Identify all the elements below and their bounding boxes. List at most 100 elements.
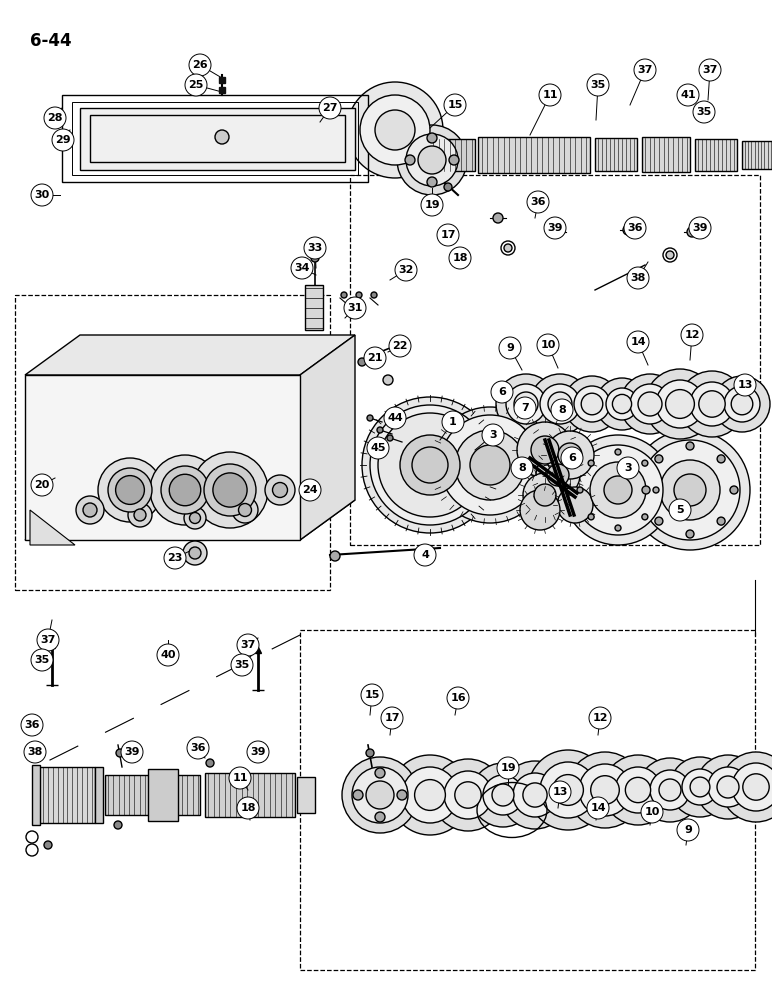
Circle shape xyxy=(641,801,663,823)
Circle shape xyxy=(670,757,730,817)
Circle shape xyxy=(656,380,704,428)
Circle shape xyxy=(625,777,651,803)
Circle shape xyxy=(660,460,720,520)
Circle shape xyxy=(421,194,443,216)
Bar xyxy=(32,765,40,825)
Circle shape xyxy=(630,384,670,424)
Circle shape xyxy=(390,755,470,835)
Circle shape xyxy=(734,374,756,396)
Circle shape xyxy=(642,514,648,520)
Text: 41: 41 xyxy=(680,90,696,100)
Circle shape xyxy=(674,474,706,506)
Bar xyxy=(350,175,760,545)
Circle shape xyxy=(603,755,673,825)
Text: 8: 8 xyxy=(518,463,526,473)
Circle shape xyxy=(449,155,459,165)
Bar xyxy=(642,137,690,172)
Circle shape xyxy=(440,415,540,515)
Circle shape xyxy=(83,503,97,517)
Circle shape xyxy=(239,504,252,516)
Text: 9: 9 xyxy=(506,343,514,353)
Circle shape xyxy=(714,376,770,432)
Bar xyxy=(148,769,178,821)
Circle shape xyxy=(128,503,152,527)
Circle shape xyxy=(44,107,66,129)
Circle shape xyxy=(121,741,143,763)
Circle shape xyxy=(367,415,373,421)
Polygon shape xyxy=(30,510,75,545)
Circle shape xyxy=(681,324,703,346)
Circle shape xyxy=(493,213,503,223)
Circle shape xyxy=(427,133,437,143)
Text: 7: 7 xyxy=(521,403,529,413)
Text: 37: 37 xyxy=(240,640,256,650)
Bar xyxy=(300,630,755,970)
Circle shape xyxy=(356,292,362,298)
Circle shape xyxy=(237,634,259,656)
Circle shape xyxy=(731,393,753,415)
Circle shape xyxy=(455,782,481,808)
Circle shape xyxy=(185,74,207,96)
Text: 15: 15 xyxy=(447,100,462,110)
Circle shape xyxy=(587,74,609,96)
Circle shape xyxy=(615,449,621,455)
Circle shape xyxy=(682,769,718,805)
Text: 19: 19 xyxy=(424,200,440,210)
Circle shape xyxy=(341,292,347,298)
Text: 11: 11 xyxy=(232,773,248,783)
Circle shape xyxy=(189,512,201,524)
Text: 29: 29 xyxy=(55,135,71,145)
Circle shape xyxy=(499,337,521,359)
Circle shape xyxy=(375,110,415,150)
Circle shape xyxy=(366,749,374,757)
Circle shape xyxy=(330,551,340,561)
Circle shape xyxy=(471,763,535,827)
Circle shape xyxy=(405,155,415,165)
Text: 12: 12 xyxy=(592,713,608,723)
Circle shape xyxy=(655,455,663,463)
Text: 39: 39 xyxy=(547,223,563,233)
Circle shape xyxy=(444,94,466,116)
Text: 12: 12 xyxy=(684,330,699,340)
Circle shape xyxy=(415,780,445,810)
Circle shape xyxy=(590,462,646,518)
Circle shape xyxy=(184,507,206,529)
Circle shape xyxy=(677,84,699,106)
Circle shape xyxy=(540,762,596,818)
Circle shape xyxy=(319,97,341,119)
Bar xyxy=(90,115,345,162)
Circle shape xyxy=(496,374,556,434)
Circle shape xyxy=(237,797,259,819)
Circle shape xyxy=(623,225,633,235)
Text: 14: 14 xyxy=(630,337,646,347)
Circle shape xyxy=(686,530,694,538)
Circle shape xyxy=(371,292,377,298)
Circle shape xyxy=(442,411,464,433)
Circle shape xyxy=(361,684,383,706)
Circle shape xyxy=(24,741,46,763)
Text: 3: 3 xyxy=(489,430,497,440)
Circle shape xyxy=(31,474,53,496)
Circle shape xyxy=(523,473,567,517)
Circle shape xyxy=(378,413,482,517)
Circle shape xyxy=(743,774,769,800)
Circle shape xyxy=(213,473,247,507)
Circle shape xyxy=(615,525,621,531)
Circle shape xyxy=(344,297,366,319)
Circle shape xyxy=(395,259,417,281)
Circle shape xyxy=(588,460,594,466)
Text: 45: 45 xyxy=(371,443,386,453)
Circle shape xyxy=(596,378,648,430)
Circle shape xyxy=(511,457,533,479)
Text: 5: 5 xyxy=(676,505,684,515)
Bar xyxy=(430,139,475,171)
Circle shape xyxy=(577,487,583,493)
Circle shape xyxy=(304,237,326,259)
Circle shape xyxy=(591,776,619,804)
Circle shape xyxy=(157,644,179,666)
Text: 19: 19 xyxy=(500,763,516,773)
Circle shape xyxy=(447,687,469,709)
Text: 35: 35 xyxy=(35,655,49,665)
Circle shape xyxy=(311,254,319,262)
Text: 36: 36 xyxy=(627,223,643,233)
